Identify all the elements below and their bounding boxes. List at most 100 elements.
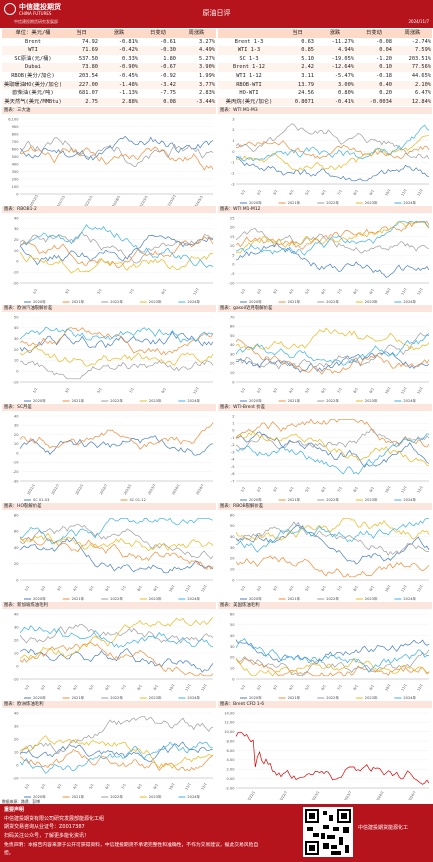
x-tick-label: 5/1 <box>88 684 94 691</box>
table-row: Brent 1-12 2.42 -12.64% 0.10 77.56% <box>218 63 432 72</box>
x-tick-label: 11/1 <box>192 287 199 296</box>
x-tick-label: 5/1 <box>88 783 94 790</box>
y-tick-label: 50 <box>230 623 235 627</box>
x-tick-label: 3/1 <box>272 189 278 196</box>
chart-plot: 2 1 0 -1 -2 -3 -4 -5 -6 -7 1/1 2/1 3/1 4/1 5/1 6/1 7/1 8/… <box>231 414 430 502</box>
x-tick-label: 9/1 <box>153 783 159 790</box>
series-line <box>19 536 214 570</box>
table-cell: 13.79 <box>280 80 315 90</box>
x-tick-label: 11/1 <box>184 782 191 791</box>
series-line <box>235 242 430 278</box>
series-line <box>235 555 430 578</box>
legend-label: 2022年 <box>110 695 123 700</box>
legend-label: 2023年 <box>365 596 378 601</box>
y-tick-label: 0 <box>16 369 19 373</box>
qr-caption: 中信建投期货能源化工 <box>358 825 409 831</box>
instrument-name: WTI <box>2 46 64 55</box>
x-tick-label: 11/1 <box>400 683 407 692</box>
x-tick-label: 2/1 <box>256 288 262 295</box>
x-tick-label: 9/1 <box>369 189 375 196</box>
chart-title: 图表：HO裂解价差 <box>2 503 216 510</box>
x-tick-label: 3/1 <box>56 585 62 592</box>
instrument-name: SC 1-3 <box>239 55 259 62</box>
x-tick-label: 2023/10/1 <box>165 194 177 206</box>
chart-title: 图表：RBOB1-2 <box>2 206 216 213</box>
x-tick-label: 8/1 <box>353 486 359 493</box>
x-tick-label: 1/1 <box>24 585 30 592</box>
chart-panel: 图表：gasoil近月裂解价差 70 60 50 40 30 20 10 0 1/1 2/1 3/1 4… <box>218 305 432 404</box>
series-line <box>235 220 430 254</box>
chart-plot: 3 2 1 0 -1 -2 -3 1/1 2/1 3/1 4/1 5/1 6/1 7/1 8/1 9/1 10/… <box>231 117 430 205</box>
y-tick-label: -10 <box>13 380 20 384</box>
series-line <box>235 351 430 373</box>
x-tick-label: 7/1 <box>337 288 343 295</box>
table-cell: -0.0034 <box>355 97 393 107</box>
table-cell: 3.00% <box>315 80 355 90</box>
legend-label: 2023年 <box>149 596 162 601</box>
table-cell: 0.10 <box>355 63 393 72</box>
chart-title: 图表：SC月差 <box>2 404 216 411</box>
x-tick-label: 12/1 <box>416 485 423 494</box>
chart-panel: 图表：HO裂解价差 80 60 40 20 0 1/1 2/1 3/1 4/1 5/1 6/1 7/1 8… <box>2 503 216 602</box>
y-tick-label: 0 <box>16 664 19 668</box>
table-cell: 77.56% <box>393 63 432 72</box>
x-tick-label: 4/1 <box>72 783 78 790</box>
series-line <box>19 326 214 343</box>
x-tick-label: 5/1 <box>304 585 310 592</box>
y-tick-label: 3 <box>232 117 234 121</box>
x-tick-label: 7/1 <box>337 684 343 691</box>
chart-plot: 14.00 12.00 10.00 8.00 6.00 4.00 2.00 0.00 -2.00… <box>224 711 430 800</box>
chart-panel: 图表：WTI M1-M3 3 2 1 0 -1 -2 -3 1/1 2/1 3/1 4/1 5/1 6/1… <box>218 107 432 206</box>
table-cell: 2.10% <box>393 80 432 90</box>
series-line <box>235 334 430 366</box>
x-tick-label: 7/1 <box>337 387 343 394</box>
qr-code-icon[interactable] <box>303 807 353 857</box>
x-tick-label: 6/1 <box>104 783 110 790</box>
table-row: HO-WTI 24.56 0.80% 0.20 6.47% <box>218 89 432 98</box>
x-tick-label: 9/1 <box>369 486 375 493</box>
chart-plot: 40 30 20 10 0 -10 1/1 2/1 3/1 4/1 5/1 6/1 7/1 8/1 9/1 1… <box>13 612 214 700</box>
chart-panel: 图表：欧洲炼油毛利 40 30 20 10 0 -10 1/1 2/1 3/1 4/1 5/1 6/1 7… <box>2 701 216 800</box>
instrument-name: RBOB(美分/加仑) <box>11 73 55 80</box>
legend-label: 2021年 <box>72 398 85 403</box>
y-tick-label: 20 <box>14 348 19 352</box>
x-tick-label: 5/1 <box>304 684 310 691</box>
legend-label: 2022年 <box>110 794 123 799</box>
y-tick-label: 50 <box>14 315 19 319</box>
legend-label: 2020年 <box>33 596 46 601</box>
y-tick-label: 4.00 <box>226 758 235 762</box>
table-row: 欧柴油(美元/吨) 681.07 -1.13% -7.75 2.83% <box>2 89 216 98</box>
table-row: SC 1-3 5.10 -19.05% -1.20 203.51% <box>218 55 432 64</box>
y-tick-label: 0 <box>232 150 235 154</box>
chart-panel: 图表：SC月差 40 30 20 10 0 -10 -20 -30 2021/1 2021/7 202… <box>2 404 216 503</box>
legend-label: 2024年 <box>403 299 416 304</box>
instrument-name: 美天然气(美元/MMBtu) <box>2 97 64 107</box>
series-line <box>19 360 214 380</box>
y-tick-label: 1 <box>232 139 234 143</box>
series-line <box>19 251 214 274</box>
x-tick-label: 2/1 <box>256 684 262 691</box>
series-line <box>19 532 214 552</box>
series-line <box>19 232 214 264</box>
y-tick-label: 700 <box>12 140 20 144</box>
y-tick-label: 5 <box>232 253 234 257</box>
chart-plot: 40 30 20 10 0 -10 -20 1/1 3/1 5/1 7/1 9/1 11/1 2020年 2… <box>13 216 214 304</box>
y-tick-label: -3 <box>231 450 235 454</box>
x-tick-label: 2020/12/1 <box>27 194 39 206</box>
table-cell: 3.27% <box>199 38 215 45</box>
table-cell: -0.18 <box>376 73 392 80</box>
y-tick-label: 30 <box>230 645 235 649</box>
x-tick-label: 2023/1 <box>123 483 132 495</box>
x-tick-label: 9/1 <box>369 585 375 592</box>
table-header-cell: 涨跌 <box>315 29 355 38</box>
x-tick-label: 2/1 <box>40 684 46 691</box>
x-tick-label: 2/1 <box>40 783 46 790</box>
x-tick-label: 8/1 <box>353 684 359 691</box>
x-tick-label: 2022/7 <box>279 790 288 800</box>
x-tick-label: 3/1 <box>272 288 278 295</box>
brand-tagline: 中信建投期货研究发展部 <box>14 19 58 24</box>
legend-label: 2022年 <box>110 398 123 403</box>
x-tick-label: 5/1 <box>304 288 310 295</box>
y-tick-label: 40 <box>14 711 19 715</box>
instrument-name: WTI 1-3 <box>218 46 280 55</box>
